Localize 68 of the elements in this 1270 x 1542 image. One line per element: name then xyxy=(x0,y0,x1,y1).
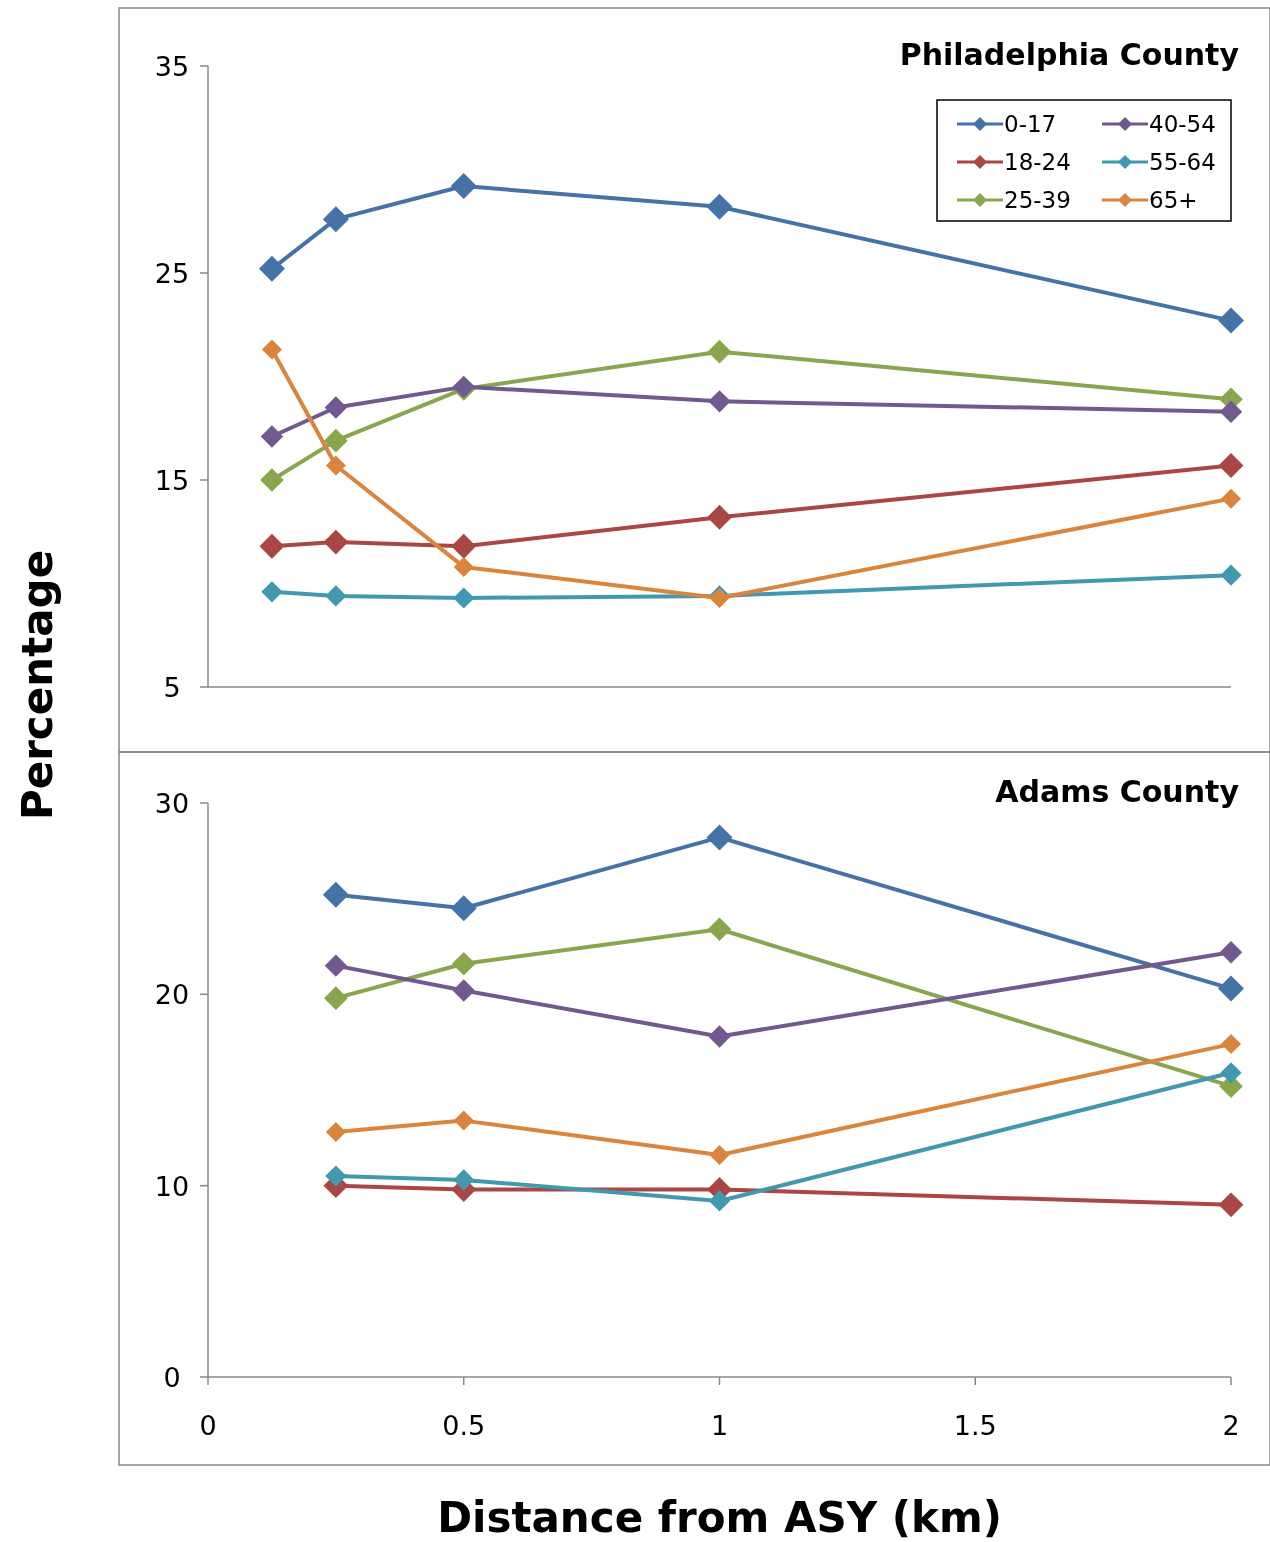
point xyxy=(709,1145,730,1166)
point xyxy=(708,1025,731,1048)
point xyxy=(1218,975,1244,1002)
point xyxy=(450,895,477,922)
point xyxy=(707,504,732,530)
point xyxy=(260,425,284,448)
point xyxy=(1219,941,1243,964)
point xyxy=(707,339,732,364)
point xyxy=(708,390,731,413)
point xyxy=(324,954,348,977)
point xyxy=(1220,1062,1242,1084)
legend-label: 18-24 xyxy=(1004,149,1071,175)
point xyxy=(261,339,282,360)
y-axis-title: Percentage xyxy=(13,549,62,821)
y-tick-label: 0 xyxy=(163,1362,181,1393)
point xyxy=(260,468,284,492)
x-axis-title: Distance from ASY (km) xyxy=(437,1493,1002,1542)
point xyxy=(325,1122,346,1143)
legend-label: 0-17 xyxy=(1004,111,1057,137)
point xyxy=(451,951,476,976)
point xyxy=(323,529,349,555)
point xyxy=(325,1165,347,1187)
point xyxy=(259,533,285,559)
point xyxy=(1220,564,1242,586)
x-tick-label: 0 xyxy=(199,1410,217,1441)
y-tick-label: 35 xyxy=(154,51,190,82)
point xyxy=(324,396,348,419)
point xyxy=(708,1190,731,1212)
point xyxy=(453,587,475,609)
x-tick-label: 1.5 xyxy=(953,1410,997,1441)
y-tick-label: 30 xyxy=(154,788,190,819)
point xyxy=(1221,488,1241,509)
point xyxy=(322,881,349,908)
point xyxy=(322,206,349,233)
point xyxy=(258,255,285,282)
x-tick-label: 1 xyxy=(710,1410,729,1441)
point xyxy=(707,917,732,942)
point xyxy=(450,173,477,200)
y-tick-label: 5 xyxy=(163,672,181,703)
point xyxy=(1221,1034,1241,1055)
point xyxy=(453,556,474,577)
legend-label: 25-39 xyxy=(1004,187,1071,213)
point xyxy=(324,428,348,453)
point xyxy=(1218,307,1244,334)
x-tick-label: 2 xyxy=(1222,1410,1240,1441)
point xyxy=(324,986,348,1010)
point xyxy=(451,533,477,559)
legend-label: 65+ xyxy=(1149,187,1198,213)
point xyxy=(325,585,347,607)
legend-label: 40-54 xyxy=(1149,111,1216,137)
y-tick-label: 10 xyxy=(154,1170,190,1202)
x-tick-label: 0.5 xyxy=(442,1410,486,1441)
y-tick-label: 25 xyxy=(154,258,190,289)
legend-label: 55-64 xyxy=(1149,149,1216,175)
point xyxy=(453,1110,474,1131)
chart-title: Adams County xyxy=(995,774,1240,809)
point xyxy=(706,824,733,851)
point xyxy=(325,455,346,476)
point xyxy=(706,193,733,220)
point xyxy=(452,979,475,1002)
chart-title: Philadelphia County xyxy=(899,37,1240,72)
y-tick-label: 15 xyxy=(154,465,190,496)
point xyxy=(453,1169,475,1191)
point xyxy=(1218,1192,1244,1218)
y-tick-label: 20 xyxy=(154,979,190,1011)
point xyxy=(1219,400,1243,423)
point xyxy=(261,581,283,603)
point xyxy=(1218,453,1244,478)
